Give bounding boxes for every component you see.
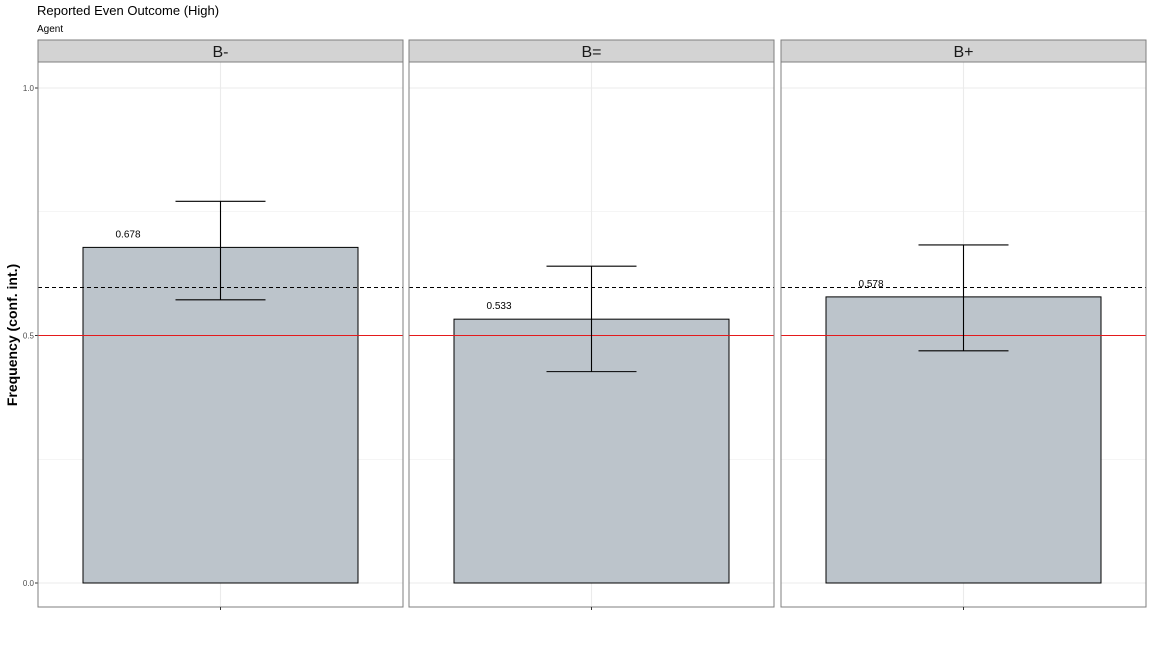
chart-title: Reported Even Outcome (High): [37, 3, 219, 18]
facet-strip: [37, 39, 404, 63]
chart-subtitle: Agent: [37, 24, 63, 35]
y-tick-label: 0.5: [23, 332, 35, 341]
facet-strip: [408, 39, 775, 63]
data-label: 0.533: [486, 301, 511, 312]
y-axis-label: Frequency (conf. int.): [4, 264, 20, 406]
y-tick-label: 0.0: [23, 579, 35, 588]
data-label: 0.678: [115, 229, 140, 240]
facet-panels: 0.0 0.5 1.0 0.678 B- 0.533 B= 0.578 B+: [23, 39, 1147, 610]
facet-strip-label: B-: [213, 44, 229, 61]
y-tick-label: 1.0: [23, 84, 35, 93]
facet-strip-label: B=: [581, 44, 601, 61]
data-label: 0.578: [858, 279, 883, 290]
facet-strip-label: B+: [953, 44, 973, 61]
bar-B-: [82, 246, 359, 584]
facet-strip: [780, 39, 1147, 63]
